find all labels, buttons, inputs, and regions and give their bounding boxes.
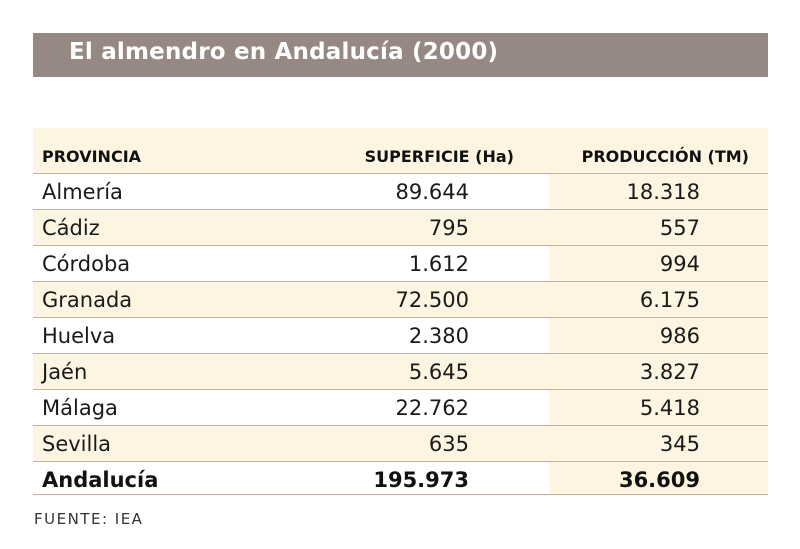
cell-superficie: 5.645 bbox=[408, 360, 469, 384]
cell-produccion: 3.827 bbox=[639, 360, 700, 384]
cell-total-label: Andalucía bbox=[42, 468, 159, 492]
table-title: El almendro en Andalucía (2000) bbox=[69, 39, 499, 65]
cell-superficie: 72.500 bbox=[395, 288, 469, 312]
cell-provincia: Granada bbox=[42, 288, 133, 312]
cell-provincia: Córdoba bbox=[42, 252, 131, 276]
cell-superficie: 635 bbox=[428, 432, 469, 456]
cell-produccion: 18.318 bbox=[626, 180, 700, 204]
table-row: Huelva 2.380 986 bbox=[33, 317, 768, 353]
total-row: Andalucía 195.973 36.609 bbox=[33, 461, 768, 495]
title-bar: El almendro en Andalucía (2000) bbox=[33, 33, 768, 77]
cell-provincia: Málaga bbox=[42, 396, 118, 420]
cell-provincia: Huelva bbox=[42, 324, 116, 348]
cell-produccion: 994 bbox=[659, 252, 700, 276]
table-row: Jaén 5.645 3.827 bbox=[33, 353, 768, 389]
cell-total-produccion: 36.609 bbox=[618, 468, 700, 492]
cell-superficie: 2.380 bbox=[408, 324, 469, 348]
column-header-produccion: PRODUCCIÓN (TM) bbox=[581, 147, 749, 166]
cell-provincia: Jaén bbox=[42, 360, 88, 384]
table-row: Málaga 22.762 5.418 bbox=[33, 389, 768, 425]
table-row: Almería 89.644 18.318 bbox=[33, 173, 768, 209]
cell-produccion: 986 bbox=[659, 324, 700, 348]
cell-superficie: 795 bbox=[428, 216, 469, 240]
cell-total-superficie: 195.973 bbox=[373, 468, 469, 492]
data-table: PROVINCIA SUPERFICIE (Ha) PRODUCCIÓN (TM… bbox=[33, 128, 768, 496]
cell-provincia: Sevilla bbox=[42, 432, 112, 456]
table-header: PROVINCIA SUPERFICIE (Ha) PRODUCCIÓN (TM… bbox=[33, 128, 768, 173]
table-row: Sevilla 635 345 bbox=[33, 425, 768, 461]
column-header-provincia: PROVINCIA bbox=[42, 147, 142, 166]
cell-produccion: 557 bbox=[659, 216, 700, 240]
table-row: Cádiz 795 557 bbox=[33, 209, 768, 245]
cell-produccion: 345 bbox=[659, 432, 700, 456]
cell-produccion: 6.175 bbox=[639, 288, 700, 312]
cell-superficie: 1.612 bbox=[408, 252, 469, 276]
cell-superficie: 89.644 bbox=[395, 180, 469, 204]
table-row: Córdoba 1.612 994 bbox=[33, 245, 768, 281]
table-row: Granada 72.500 6.175 bbox=[33, 281, 768, 317]
source-note: FUENTE: IEA bbox=[34, 510, 144, 528]
column-header-superficie: SUPERFICIE (Ha) bbox=[364, 147, 514, 166]
cell-superficie: 22.762 bbox=[395, 396, 469, 420]
cell-provincia: Cádiz bbox=[42, 216, 100, 240]
cell-produccion: 5.418 bbox=[639, 396, 700, 420]
table-bottom-rule bbox=[33, 494, 768, 495]
cell-provincia: Almería bbox=[42, 180, 123, 204]
